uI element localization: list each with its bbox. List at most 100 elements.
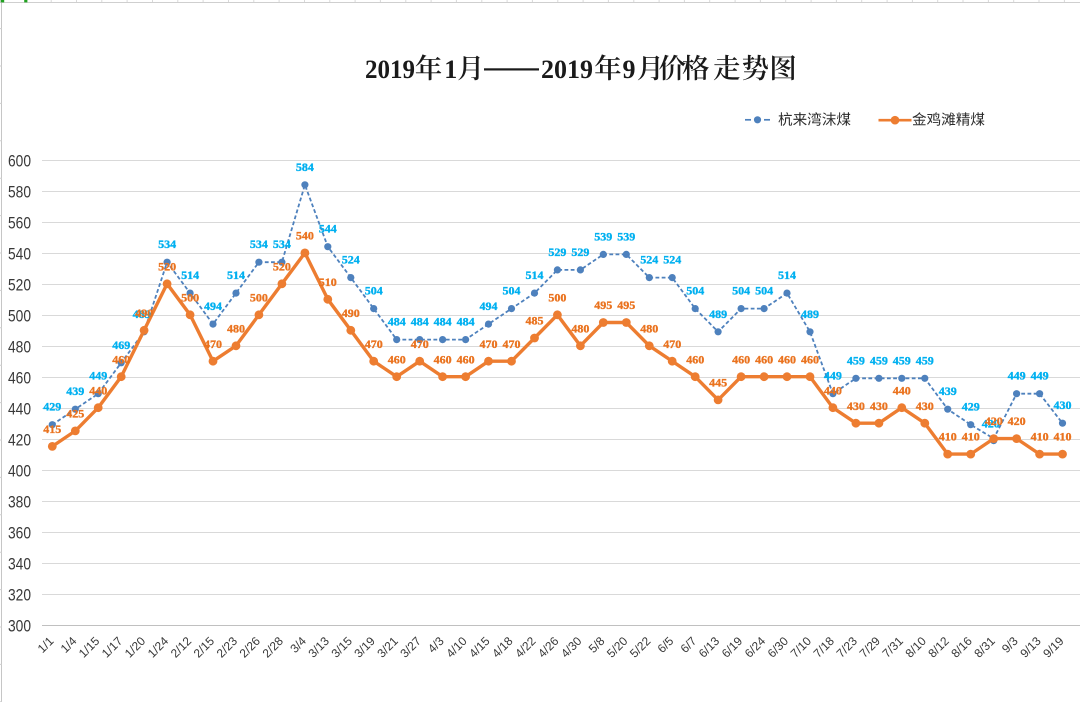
svg-text:529: 529 [548, 245, 566, 259]
svg-text:500: 500 [250, 290, 268, 304]
svg-text:460: 460 [8, 369, 31, 387]
svg-text:470: 470 [204, 337, 222, 351]
svg-text:420: 420 [1008, 414, 1026, 428]
svg-text:449: 449 [824, 369, 842, 383]
svg-text:459: 459 [847, 353, 865, 367]
svg-text:600: 600 [8, 152, 31, 170]
svg-text:489: 489 [709, 307, 727, 321]
svg-text:440: 440 [824, 383, 842, 397]
svg-text:494: 494 [480, 299, 498, 313]
svg-text:459: 459 [893, 353, 911, 367]
svg-text:460: 460 [732, 352, 750, 366]
svg-text:500: 500 [181, 290, 199, 304]
svg-text:520: 520 [8, 276, 31, 294]
svg-text:480: 480 [571, 321, 589, 335]
svg-text:504: 504 [686, 284, 704, 298]
svg-text:425: 425 [66, 407, 84, 421]
svg-text:470: 470 [411, 337, 429, 351]
svg-text:520: 520 [273, 259, 291, 273]
svg-text:440: 440 [893, 383, 911, 397]
svg-text:9: 9 [623, 55, 636, 84]
svg-text:460: 460 [801, 352, 819, 366]
svg-text:490: 490 [135, 306, 153, 320]
svg-text:2019: 2019 [541, 55, 593, 84]
svg-text:440: 440 [8, 400, 31, 418]
svg-text:320: 320 [8, 586, 31, 604]
svg-text:470: 470 [663, 337, 681, 351]
svg-text:460: 460 [755, 352, 773, 366]
svg-text:500: 500 [8, 307, 31, 325]
svg-text:580: 580 [8, 183, 31, 201]
svg-text:420: 420 [8, 431, 31, 449]
svg-text:489: 489 [801, 307, 819, 321]
svg-text:514: 514 [778, 268, 796, 282]
svg-text:460: 460 [457, 352, 475, 366]
svg-text:420: 420 [982, 417, 1000, 431]
svg-text:529: 529 [571, 245, 589, 259]
svg-text:540: 540 [8, 245, 31, 263]
svg-text:410: 410 [1054, 430, 1072, 444]
svg-text:410: 410 [1031, 430, 1049, 444]
svg-text:449: 449 [1008, 369, 1026, 383]
svg-text:459: 459 [916, 353, 934, 367]
svg-text:469: 469 [112, 338, 130, 352]
svg-text:584: 584 [296, 160, 314, 174]
svg-text:460: 460 [388, 352, 406, 366]
svg-text:429: 429 [962, 400, 980, 414]
svg-text:504: 504 [732, 284, 750, 298]
svg-text:504: 504 [365, 284, 383, 298]
svg-text:484: 484 [411, 315, 429, 329]
svg-text:484: 484 [388, 315, 406, 329]
svg-text:560: 560 [8, 214, 31, 232]
svg-text:485: 485 [526, 314, 544, 328]
svg-text:504: 504 [755, 284, 773, 298]
svg-text:430: 430 [916, 399, 934, 413]
svg-text:400: 400 [8, 462, 31, 480]
svg-text:544: 544 [319, 222, 337, 236]
svg-text:420: 420 [985, 414, 1003, 428]
svg-text:540: 540 [296, 229, 314, 243]
svg-text:524: 524 [663, 253, 681, 267]
svg-text:410: 410 [939, 430, 957, 444]
svg-text:494: 494 [204, 299, 222, 313]
svg-text:520: 520 [158, 259, 176, 273]
svg-text:489: 489 [133, 307, 151, 321]
svg-text:460: 460 [434, 352, 452, 366]
svg-text:300: 300 [8, 617, 31, 635]
svg-text:415: 415 [43, 422, 61, 436]
svg-text:480: 480 [8, 338, 31, 356]
svg-text:449: 449 [1031, 369, 1049, 383]
svg-text:439: 439 [939, 384, 957, 398]
svg-text:480: 480 [640, 321, 658, 335]
svg-text:410: 410 [962, 430, 980, 444]
svg-text:514: 514 [227, 268, 245, 282]
svg-text:510: 510 [319, 275, 337, 289]
svg-text:514: 514 [181, 268, 199, 282]
svg-text:445: 445 [709, 376, 727, 390]
svg-text:440: 440 [89, 383, 107, 397]
svg-text:524: 524 [640, 253, 658, 267]
svg-text:534: 534 [158, 237, 176, 251]
svg-text:470: 470 [503, 337, 521, 351]
svg-text:490: 490 [342, 306, 360, 320]
svg-text:480: 480 [227, 321, 245, 335]
svg-text:449: 449 [89, 369, 107, 383]
svg-text:460: 460 [778, 352, 796, 366]
svg-text:500: 500 [548, 290, 566, 304]
svg-text:430: 430 [870, 399, 888, 413]
svg-text:430: 430 [1054, 398, 1072, 412]
svg-text:459: 459 [870, 353, 888, 367]
svg-text:495: 495 [594, 298, 612, 312]
svg-text:340: 340 [8, 555, 31, 573]
svg-text:534: 534 [273, 237, 291, 251]
svg-text:360: 360 [8, 524, 31, 542]
svg-text:2019: 2019 [365, 55, 415, 84]
svg-text:484: 484 [434, 315, 452, 329]
svg-text:439: 439 [66, 384, 84, 398]
svg-text:470: 470 [365, 337, 383, 351]
svg-text:380: 380 [8, 493, 31, 511]
svg-text:460: 460 [686, 352, 704, 366]
svg-text:539: 539 [594, 229, 612, 243]
svg-text:514: 514 [526, 268, 544, 282]
svg-text:429: 429 [43, 400, 61, 414]
